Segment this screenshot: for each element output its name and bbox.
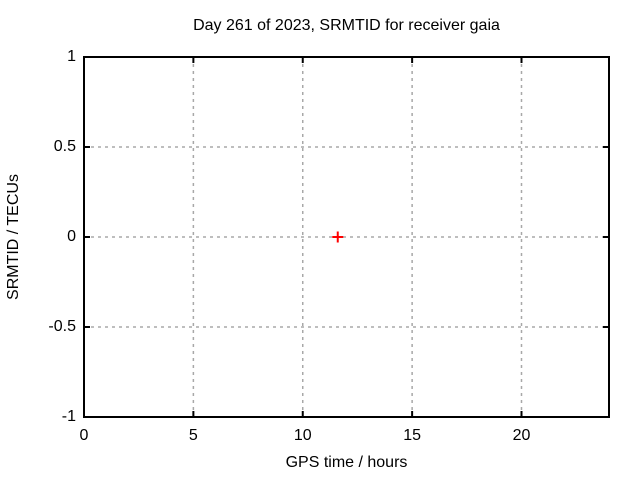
x-tick-label: 20 [512, 427, 531, 444]
plot-border [83, 56, 610, 418]
x-tick-label: 10 [293, 427, 312, 444]
plot-canvas [83, 56, 610, 418]
y-tick-label: -0.5 [48, 318, 76, 335]
y-tick-label: 0 [67, 228, 76, 245]
x-tick-label: 5 [188, 427, 198, 444]
x-axis-label: GPS time / hours [285, 454, 408, 471]
plot-area [83, 56, 610, 418]
y-tick-label: -1 [61, 408, 76, 425]
y-tick-label: 0.5 [53, 138, 76, 155]
x-tick-label: 0 [79, 427, 89, 444]
y-tick-label: 1 [67, 48, 76, 65]
chart-title: Day 261 of 2023, SRMTID for receiver gai… [193, 17, 500, 34]
x-tick-label: 15 [403, 427, 422, 444]
